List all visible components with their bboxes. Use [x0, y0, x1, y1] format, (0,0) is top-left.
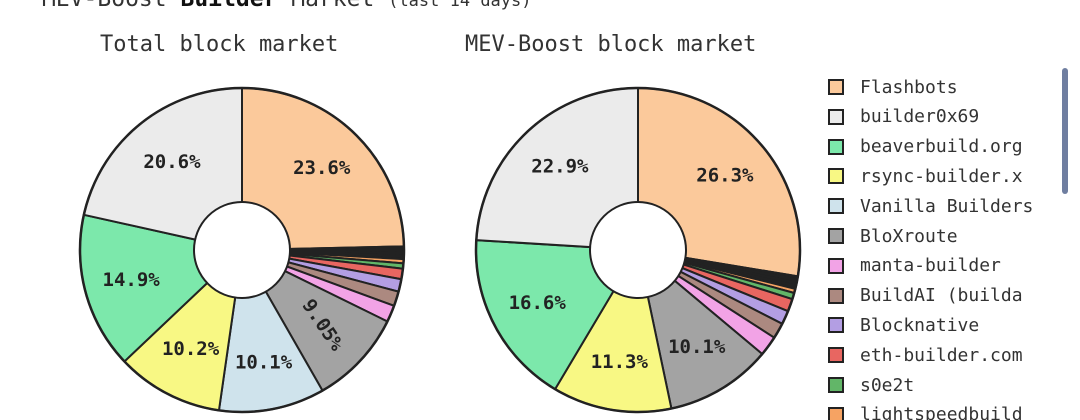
- legend-swatch: [828, 198, 844, 215]
- slice-label: 16.6%: [509, 292, 567, 314]
- title-bold: Builder: [180, 0, 277, 12]
- slice-label: 11.3%: [591, 351, 649, 373]
- legend-item[interactable]: s0e2t: [828, 370, 914, 400]
- slice-label: 20.6%: [143, 151, 201, 173]
- legend-label: s0e2t: [860, 374, 915, 396]
- legend-swatch: [828, 138, 844, 155]
- legend-item[interactable]: Flashbots: [828, 72, 958, 102]
- slice-label: 22.9%: [531, 155, 589, 177]
- legend-label: rsync-builder.x: [860, 165, 1023, 187]
- legend-item[interactable]: Vanilla Builders: [828, 191, 1033, 221]
- legend-item[interactable]: beaverbuild.org: [828, 132, 1023, 162]
- legend-label: Vanilla Builders: [860, 195, 1034, 217]
- slice-label: 14.9%: [103, 269, 161, 291]
- slice-label: 10.1%: [235, 351, 293, 373]
- slice-label: 10.1%: [668, 336, 726, 358]
- legend-label: BloXroute: [860, 225, 958, 247]
- slice-label: 23.6%: [293, 157, 351, 179]
- legend-label: BuildAI (builda: [860, 285, 1023, 307]
- slice-label: 10.2%: [162, 338, 220, 360]
- title-suffix: Market: [277, 0, 388, 12]
- legend-label: builder0x69: [860, 106, 980, 128]
- legend-item[interactable]: Blocknative: [828, 310, 979, 340]
- legend-swatch: [828, 406, 844, 420]
- legend-item[interactable]: BuildAI (builda: [828, 281, 1023, 311]
- legend-swatch: [828, 257, 844, 274]
- donut-hole: [193, 201, 291, 299]
- title-prefix: MEV-Boost: [42, 0, 180, 12]
- legend-item[interactable]: rsync-builder.x: [828, 161, 1023, 191]
- legend-label: manta-builder: [860, 255, 1001, 277]
- legend-swatch: [828, 79, 844, 95]
- legend: Flashbots builder0x69 beaverbuild.org rsync…: [828, 70, 1060, 420]
- donut-hole: [589, 201, 687, 299]
- legend-swatch: [828, 287, 844, 304]
- pie-outline: [78, 86, 406, 414]
- legend-swatch: [828, 317, 844, 334]
- legend-swatch: [828, 108, 844, 125]
- legend-label: Blocknative: [860, 314, 980, 336]
- legend-swatch: [828, 168, 844, 185]
- legend-item[interactable]: builder0x69: [828, 102, 979, 132]
- title-period: (last 14 days): [388, 0, 532, 11]
- legend-item[interactable]: eth-builder.com: [828, 340, 1023, 370]
- legend-swatch: [828, 228, 844, 244]
- legend-item[interactable]: manta-builder: [828, 251, 1001, 281]
- chart-title-mevboost: MEV-Boost block market: [465, 32, 757, 57]
- legend-item[interactable]: lightspeedbuild: [828, 400, 1023, 420]
- legend-label: eth-builder.com: [860, 344, 1023, 366]
- legend-item[interactable]: BloXroute: [828, 221, 958, 251]
- chart-title-total: Total block market: [100, 32, 339, 57]
- legend-label: beaverbuild.org: [860, 136, 1023, 158]
- legend-scrollbar[interactable]: [1062, 68, 1068, 194]
- legend-swatch: [828, 347, 844, 364]
- legend-swatch: [828, 377, 844, 393]
- legend-label: lightspeedbuild: [860, 404, 1023, 420]
- pie-outline: [474, 86, 802, 414]
- page-title: MEV-Boost Builder Market (last 14 days): [42, 0, 532, 12]
- slice-label: 26.3%: [696, 165, 754, 187]
- pie-charts: 23.6%9.05%10.1%10.2%14.9%20.6%26.3%10.1%…: [78, 86, 802, 414]
- legend-label: Flashbots: [860, 76, 958, 98]
